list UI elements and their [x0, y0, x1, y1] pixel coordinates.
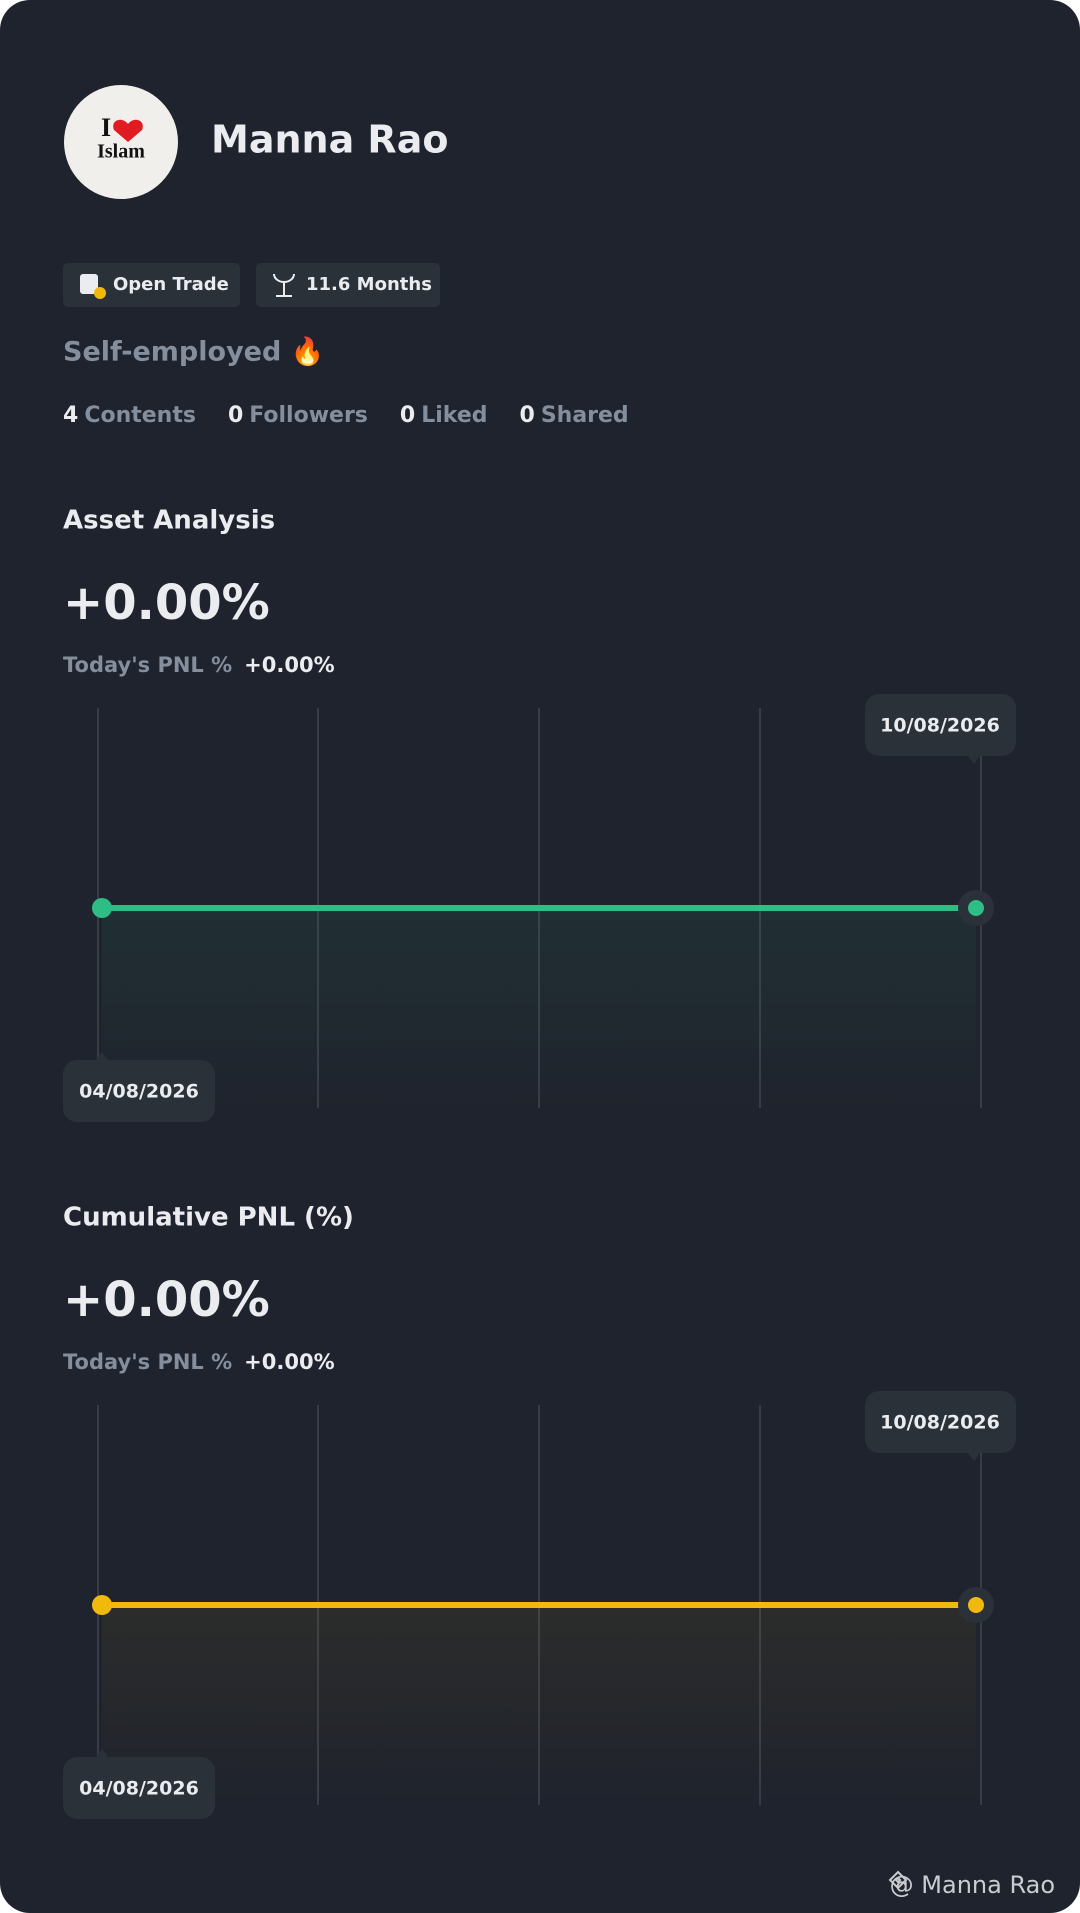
user-name: Manna Rao	[211, 118, 448, 162]
today-pnl: Today's PNL % +0.00%	[63, 1350, 335, 1374]
area	[102, 1605, 976, 1805]
stat-value: 0	[400, 403, 415, 428]
date-label: 04/08/2026	[79, 1778, 199, 1800]
point	[968, 1597, 984, 1613]
tooltip-pointer	[96, 1052, 108, 1060]
stat-label: Contents	[84, 403, 196, 428]
date-label: 10/08/2026	[880, 715, 1000, 737]
today-label: Today's PNL %	[63, 653, 232, 677]
badge-label: 11.6 Months	[306, 274, 432, 295]
badge: Open Trade	[63, 263, 240, 307]
tooltip-pointer	[968, 756, 980, 764]
point	[92, 1595, 112, 1615]
stat-value: 4	[63, 403, 78, 428]
logo	[888, 1870, 908, 1890]
area	[102, 908, 976, 1108]
today-pnl: Today's PNL % +0.00%	[63, 653, 335, 677]
stat-value: 0	[520, 403, 535, 428]
stats: 4 Contents 0 Followers 0 Liked 0 Shared	[63, 403, 629, 428]
today-value: +0.00%	[244, 653, 334, 677]
section-title: Asset Analysis	[63, 506, 275, 536]
date-tooltip	[865, 1391, 1016, 1453]
stat-value: 0	[228, 403, 243, 428]
badge: 11.6 Months	[256, 263, 440, 307]
stat-label: Followers	[249, 403, 368, 428]
badge-label: Open Trade	[113, 274, 229, 295]
watermark: @ Manna Rao	[890, 1871, 1055, 1899]
tooltip-pointer	[96, 1749, 108, 1757]
date-label: 10/08/2026	[880, 1412, 1000, 1434]
date-label: 04/08/2026	[79, 1081, 199, 1103]
date-tooltip	[63, 1757, 215, 1819]
section-title: Cumulative PNL (%)	[63, 1203, 354, 1233]
avatar: I Islam	[64, 85, 178, 199]
today-value: +0.00%	[244, 1350, 334, 1374]
point	[968, 900, 984, 916]
bio: Self-employed 🔥	[63, 336, 324, 368]
stat-label: Liked	[421, 403, 487, 428]
point	[92, 898, 112, 918]
avatar-text: Islam	[97, 141, 145, 163]
tooltip-pointer	[968, 1453, 980, 1461]
big-value: +0.00%	[63, 1272, 270, 1328]
stat-label: Shared	[541, 403, 629, 428]
today-label: Today's PNL %	[63, 1350, 232, 1374]
date-tooltip	[63, 1060, 215, 1122]
big-value: +0.00%	[63, 575, 270, 631]
avatar-text: I	[101, 113, 111, 142]
date-tooltip	[865, 694, 1016, 756]
